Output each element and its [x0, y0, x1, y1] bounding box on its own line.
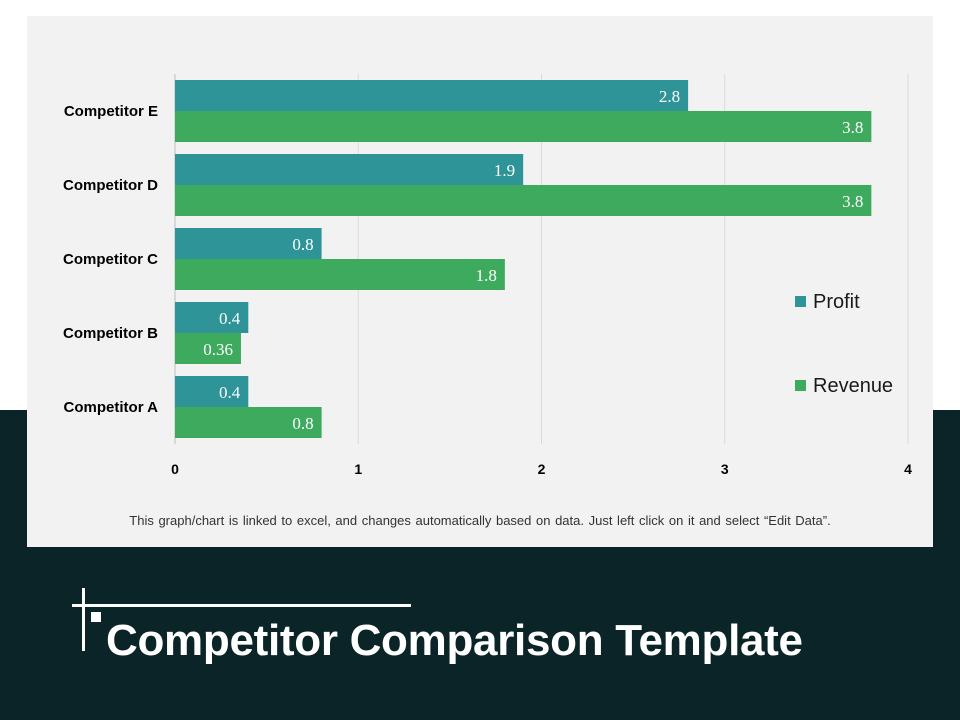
revenue-bar: [175, 407, 322, 438]
legend-swatch-revenue: [795, 380, 806, 391]
title-decoration-cross: [82, 588, 85, 651]
bar-chart[interactable]: 0 1 2 3 4 Competitor A 0.4 0.8 Competitor B 0.4 0.…: [27, 16, 933, 547]
revenue-bar: [175, 185, 872, 216]
legend-swatch-profit: [795, 296, 806, 307]
x-tick-label: 1: [354, 461, 362, 477]
profit-data-label: 2.8: [659, 87, 680, 106]
category-label: Competitor A: [64, 399, 159, 416]
title-decoration-line: [72, 604, 411, 607]
category-label: Competitor E: [64, 103, 158, 120]
chart-panel[interactable]: 0 1 2 3 4 Competitor A 0.4 0.8 Competitor B 0.4 0.…: [27, 16, 933, 547]
category-label: Competitor B: [63, 325, 158, 342]
profit-bar: [175, 376, 249, 407]
slide-title: Competitor Comparison Template: [106, 616, 803, 665]
legend-label-revenue: Revenue: [813, 375, 893, 397]
revenue-data-label: 0.36: [203, 340, 233, 359]
profit-bar: [175, 80, 689, 111]
revenue-data-label: 0.8: [292, 414, 313, 433]
x-tick-label: 2: [538, 461, 546, 477]
chart-note: This graph/chart is linked to excel, and…: [129, 513, 831, 528]
revenue-bar: [175, 259, 505, 290]
revenue-data-label: 3.8: [842, 118, 863, 137]
x-tick-label: 0: [171, 461, 179, 477]
revenue-bar: [175, 333, 241, 364]
category-label: Competitor C: [63, 251, 158, 268]
category-label: Competitor D: [63, 177, 158, 194]
profit-data-label: 0.8: [292, 235, 313, 254]
title-decoration-square: [91, 612, 101, 622]
profit-bar: [175, 302, 249, 333]
profit-data-label: 0.4: [219, 383, 241, 402]
profit-bar: [175, 154, 524, 185]
revenue-data-label: 1.8: [476, 266, 497, 285]
legend-label-profit: Profit: [813, 291, 860, 313]
revenue-bar: [175, 111, 872, 142]
revenue-data-label: 3.8: [842, 192, 863, 211]
profit-data-label: 0.4: [219, 309, 241, 328]
profit-data-label: 1.9: [494, 161, 515, 180]
x-tick-label: 4: [904, 461, 912, 477]
profit-bar: [175, 228, 322, 259]
x-tick-label: 3: [721, 461, 729, 477]
